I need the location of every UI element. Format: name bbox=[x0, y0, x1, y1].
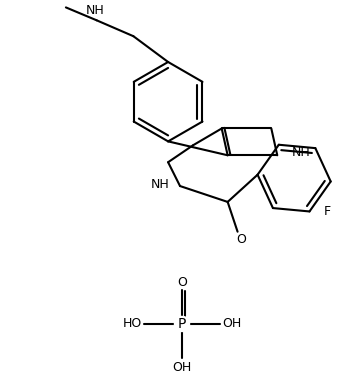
Text: OH: OH bbox=[222, 317, 241, 330]
Text: NH: NH bbox=[85, 4, 104, 17]
Text: NH: NH bbox=[151, 178, 170, 191]
Text: OH: OH bbox=[173, 361, 191, 374]
Text: NH: NH bbox=[292, 146, 311, 159]
Text: O: O bbox=[177, 276, 187, 289]
Circle shape bbox=[175, 317, 189, 332]
Text: P: P bbox=[178, 317, 186, 331]
Circle shape bbox=[175, 317, 189, 332]
Text: HO: HO bbox=[123, 317, 142, 330]
Text: P: P bbox=[178, 317, 186, 331]
Text: O: O bbox=[237, 233, 246, 246]
Text: F: F bbox=[323, 205, 331, 218]
